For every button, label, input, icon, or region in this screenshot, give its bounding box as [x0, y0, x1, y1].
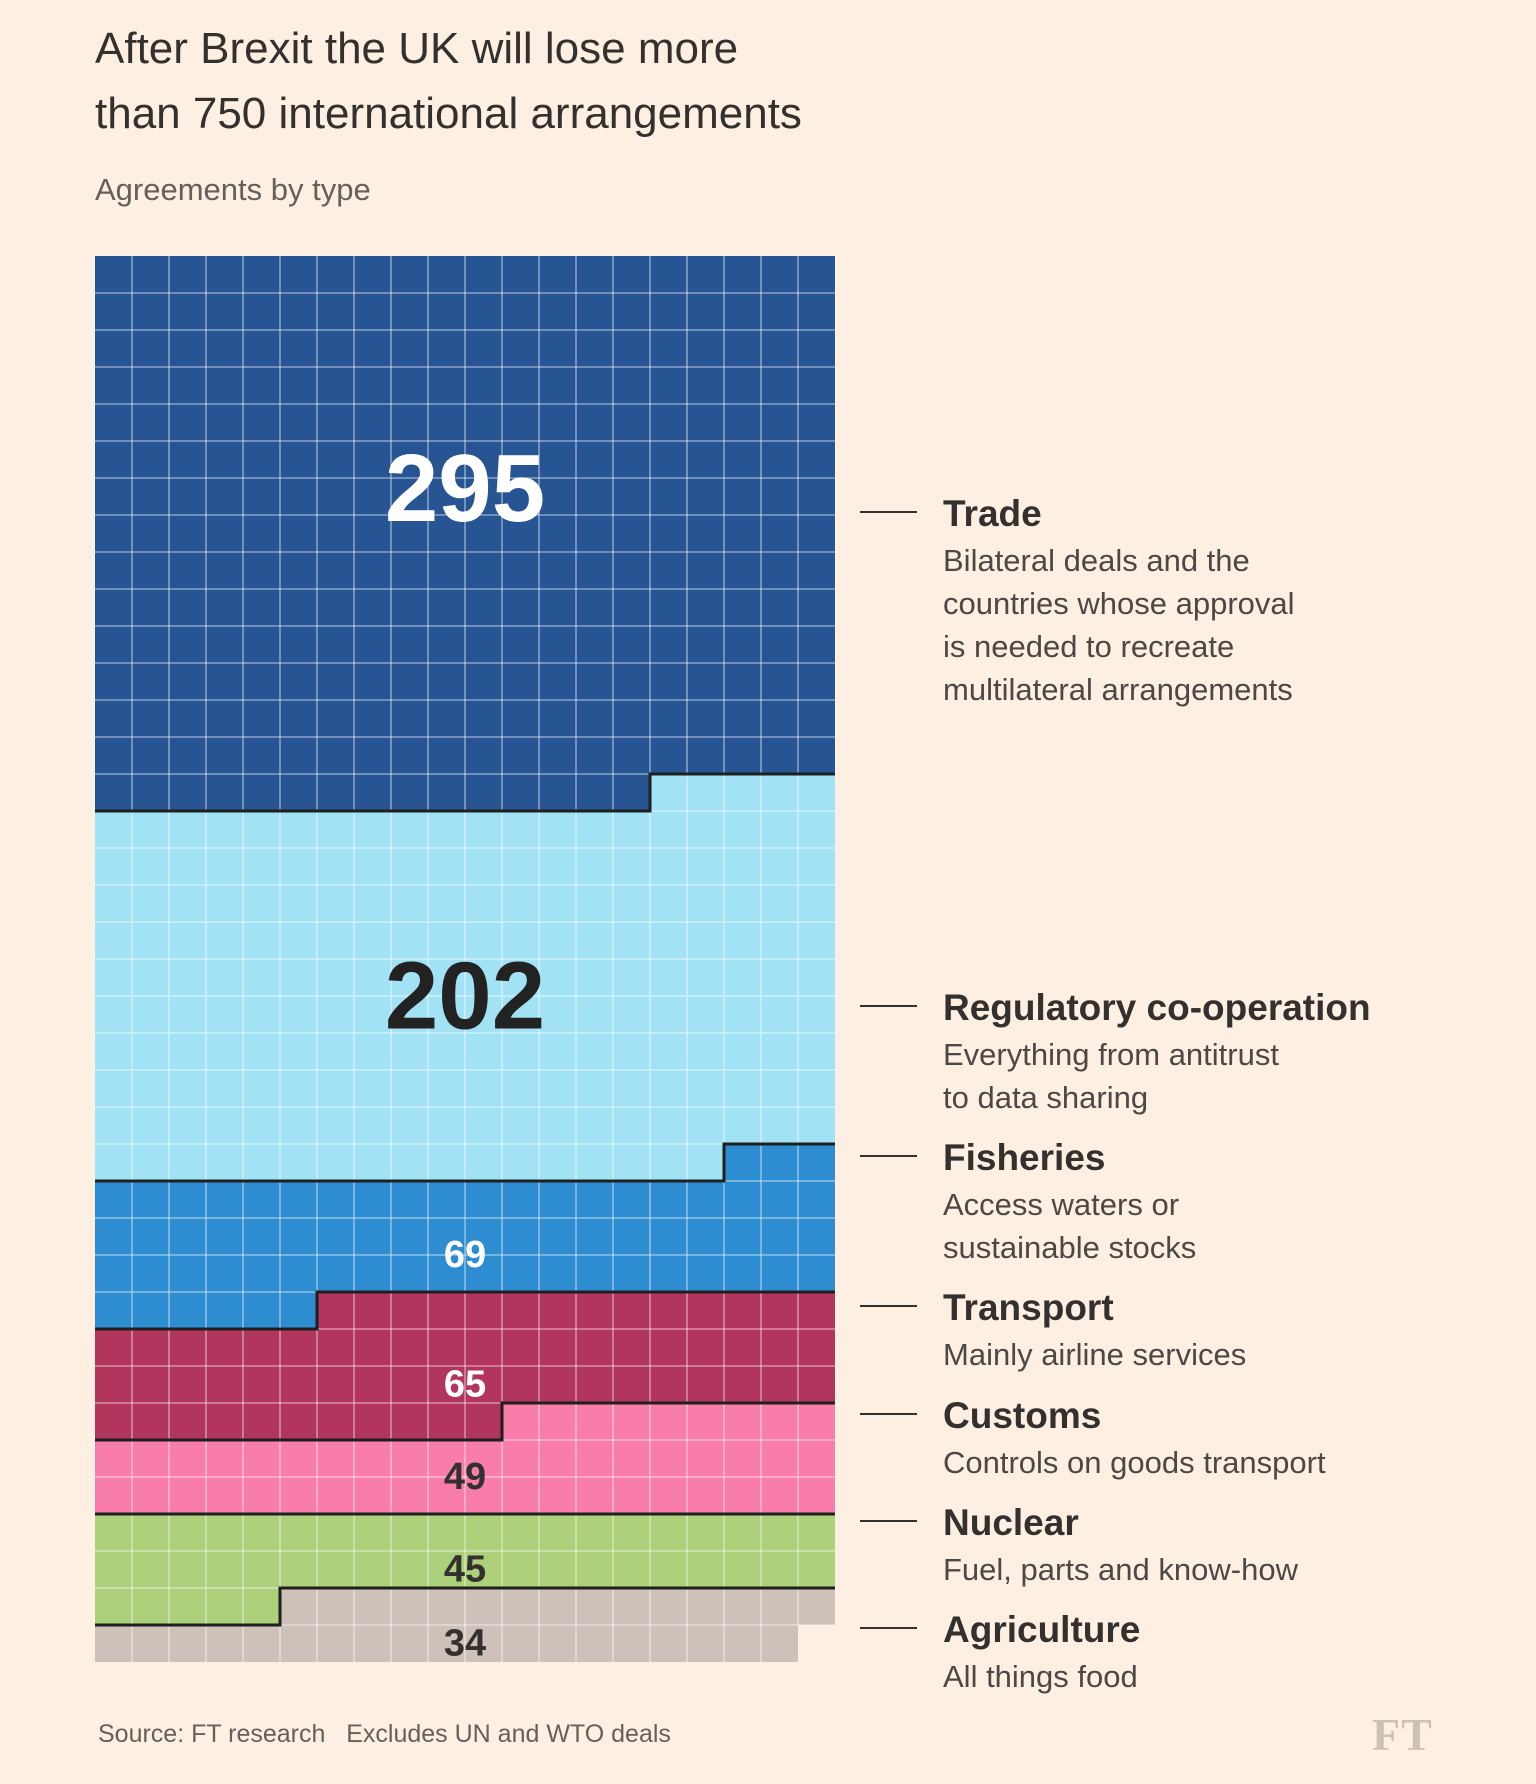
legend-item-regulatory-co-operation: Regulatory co-operation Everything from a…	[860, 987, 1371, 1115]
legend-category-name: Transport	[943, 1287, 1114, 1328]
value-labels: 295 202 69 65 49 45 34	[385, 435, 545, 1665]
legend-category-name: Regulatory co-operation	[943, 987, 1371, 1028]
category-boundary	[95, 1586, 835, 1627]
ft-logo: FT	[1372, 1709, 1433, 1760]
category-boundary	[95, 1290, 835, 1331]
source-note: Source: FT research Excludes UN and WTO …	[98, 1720, 671, 1748]
legend-category-name: Trade	[943, 493, 1042, 534]
legend-description-line: Bilateral deals and the	[943, 543, 1250, 578]
chart-subtitle: Agreements by type	[95, 172, 371, 207]
legend-item-nuclear: Nuclear Fuel, parts and know-how	[860, 1502, 1299, 1587]
legend-category-name: Nuclear	[943, 1502, 1079, 1543]
legend-description-line: Access waters or	[943, 1187, 1179, 1222]
legend-description-line: countries whose approval	[943, 586, 1295, 621]
category-boundary	[95, 1142, 835, 1183]
legend-category-name: Customs	[943, 1395, 1101, 1436]
value-label-transport: 65	[444, 1364, 486, 1406]
title-line-1: After Brexit the UK will lose more	[95, 24, 739, 73]
legend-description-line: sustainable stocks	[943, 1230, 1196, 1265]
category-boundaries	[95, 772, 835, 1627]
legend-description-line: multilateral arrangements	[943, 672, 1293, 707]
legend-description-line: Mainly airline services	[943, 1337, 1246, 1372]
legend-item-customs: Customs Controls on goods transport	[860, 1395, 1326, 1480]
legend-description-line: is needed to recreate	[943, 629, 1234, 664]
legend-category-name: Agriculture	[943, 1609, 1140, 1650]
category-boundary	[95, 1401, 835, 1442]
chart-title: After Brexit the UK will lose more than …	[95, 16, 995, 146]
legend-item-fisheries: Fisheries Access waters or sustainable sto…	[860, 1137, 1196, 1265]
legend-item-agriculture: Agriculture All things food	[860, 1609, 1140, 1694]
legend-description-line: Controls on goods transport	[943, 1445, 1326, 1480]
legend-description-line: All things food	[943, 1659, 1138, 1694]
category-legend: Trade Bilateral deals and the countries wh…	[860, 493, 1371, 1694]
value-label-trade: 295	[385, 435, 545, 542]
value-label-agriculture: 34	[444, 1623, 486, 1665]
legend-description-line: to data sharing	[943, 1080, 1148, 1115]
legend-item-trade: Trade Bilateral deals and the countries wh…	[860, 493, 1295, 707]
legend-category-name: Fisheries	[943, 1137, 1105, 1178]
value-label-regulatory-co-operation: 202	[385, 943, 545, 1050]
value-label-customs: 49	[444, 1456, 486, 1498]
title-line-2: than 750 international arrangements	[95, 89, 802, 138]
legend-item-transport: Transport Mainly airline services	[860, 1287, 1246, 1372]
category-boundary	[95, 772, 835, 813]
value-label-fisheries: 69	[444, 1234, 486, 1276]
value-label-nuclear: 45	[444, 1549, 486, 1591]
legend-description-line: Fuel, parts and know-how	[943, 1552, 1299, 1587]
legend-description-line: Everything from antitrust	[943, 1037, 1279, 1072]
